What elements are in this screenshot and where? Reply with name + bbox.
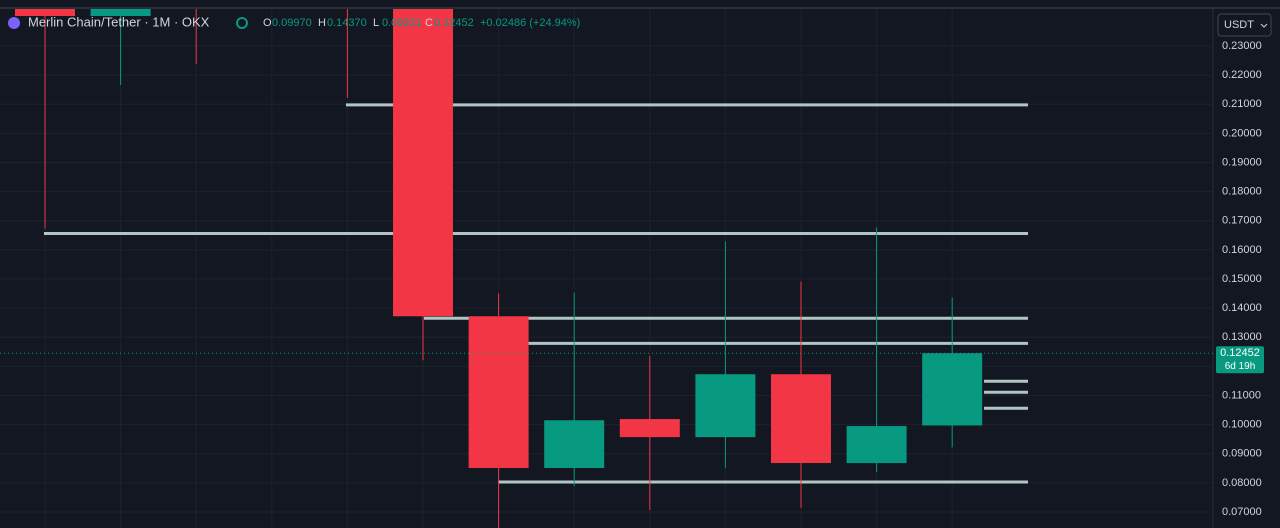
ohlc-key: L: [373, 17, 379, 29]
y-tick-label: 0.16000: [1222, 244, 1262, 256]
ohlc-key: C: [425, 17, 433, 29]
header: Merlin Chain/Tether · 1M · OKX O 0.09970 H…: [8, 14, 580, 29]
candle-body: [90, 9, 151, 16]
candle-body: [15, 9, 75, 16]
ohlc-legend: O 0.09970 H 0.14370 L 0.09221 C 0.12452 +0.02486…: [263, 17, 580, 29]
status-dot: [236, 17, 248, 29]
countdown-label: 6d 19h: [1225, 361, 1256, 372]
y-tick-label: 0.15000: [1222, 273, 1262, 285]
ohlc-key: O: [263, 17, 272, 29]
y-tick-label: 0.07000: [1222, 506, 1262, 518]
y-tick-label: 0.19000: [1222, 156, 1262, 168]
y-tick-label: 0.11000: [1222, 389, 1261, 401]
ohlc-key: H: [318, 17, 326, 29]
ohlc-value: 0.12452: [434, 17, 474, 29]
ohlc-value: 0.09221: [382, 17, 422, 29]
y-tick-label: 0.10000: [1222, 419, 1262, 431]
price-tag-label: 0.12452: [1220, 347, 1260, 359]
candle-body: [393, 9, 453, 317]
candle-body: [544, 420, 605, 469]
levels: [44, 103, 1028, 484]
candle-body: [619, 419, 680, 438]
candle-body: [695, 374, 756, 438]
y-tick-label: 0.22000: [1222, 69, 1262, 81]
y-tick-label: 0.08000: [1222, 477, 1262, 489]
candle-body: [922, 353, 983, 426]
ohlc-value: 0.09970: [272, 17, 312, 29]
ohlc-value: 0.14370: [327, 17, 367, 29]
candle-body: [846, 426, 907, 464]
price-tag: [1216, 346, 1264, 374]
currency-box[interactable]: [1217, 13, 1272, 37]
candles: [0, 9, 1213, 528]
price-axis: 0.070000.080000.090000.100000.110000.120…: [1216, 40, 1264, 518]
y-tick-label: 0.21000: [1222, 98, 1262, 110]
currency-label[interactable]: USDT: [1224, 19, 1254, 31]
change-label: +0.02486 (+24.94%): [480, 17, 580, 29]
y-tick-label: 0.17000: [1222, 215, 1262, 227]
y-tick-label: 0.18000: [1222, 186, 1262, 198]
y-tick-label: 0.20000: [1222, 127, 1262, 139]
currency-button[interactable]: USDT: [1217, 13, 1272, 37]
y-tick-label: 0.23000: [1222, 40, 1262, 52]
y-tick-label: 0.13000: [1222, 331, 1262, 343]
candle-body: [468, 316, 529, 469]
y-tick-label: 0.14000: [1222, 302, 1262, 314]
candle-body: [771, 374, 831, 464]
symbol-title: Merlin Chain/Tether · 1M · OKX: [28, 14, 210, 29]
y-tick-label: 0.09000: [1222, 448, 1262, 460]
dropdown-arrow[interactable]: [1260, 23, 1268, 28]
symbol-icon: [8, 17, 20, 29]
